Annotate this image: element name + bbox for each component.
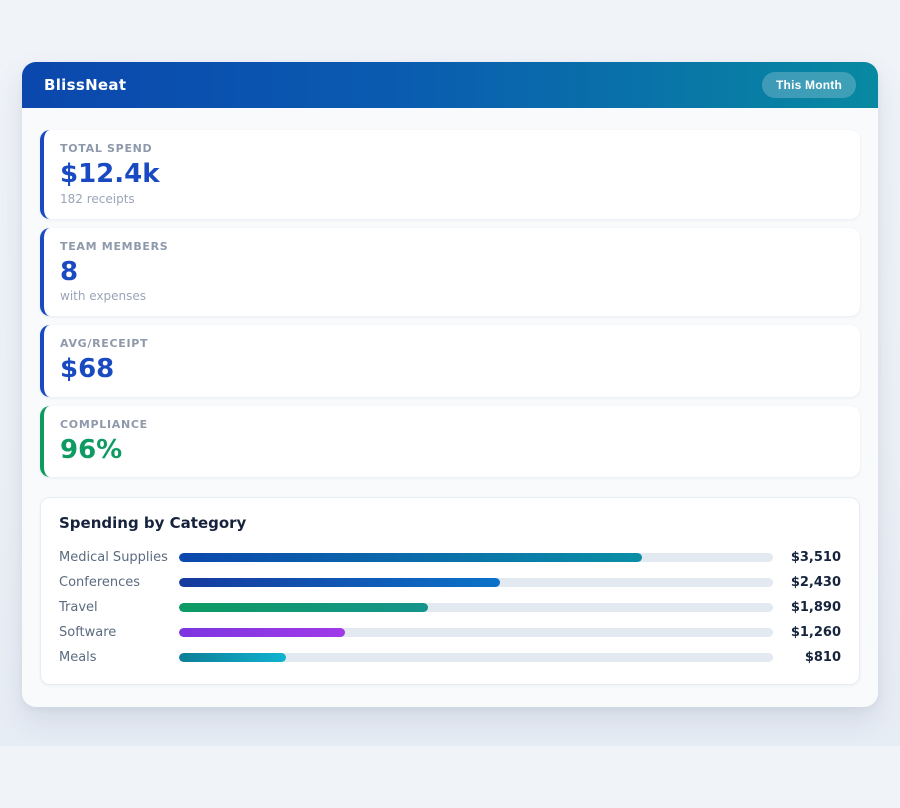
stat-label: AVG/RECEIPT xyxy=(60,337,149,351)
category-label: Medical Supplies xyxy=(59,550,168,566)
category-value: $810 xyxy=(804,650,841,666)
category-label: Conferences xyxy=(59,575,141,591)
dashboard-body: TOTAL SPEND $12.4k 182 receipts TEAM MEM… xyxy=(22,108,878,707)
bar-track xyxy=(179,628,773,638)
app-header: BlissNeat This Month xyxy=(22,62,878,108)
spending-row: Software $1,260 xyxy=(59,620,841,645)
stat-card: TOTAL SPEND $12.4k 182 receipts xyxy=(40,130,860,219)
stat-label: TOTAL SPEND xyxy=(60,142,153,155)
dashboard-panel: BlissNeat This Month TOTAL SPEND $12.4k … xyxy=(22,62,878,708)
category-label: Travel xyxy=(59,600,98,616)
category-value: $1,890 xyxy=(790,600,841,616)
period-badge[interactable]: This Month xyxy=(762,72,856,98)
bar-fill xyxy=(179,603,429,613)
bar-track xyxy=(179,603,773,613)
stat-subtext: with expenses xyxy=(60,289,147,304)
stat-value: 8 xyxy=(60,256,79,287)
stat-value: 96% xyxy=(60,434,123,465)
category-label: Meals xyxy=(59,650,97,666)
stat-label: TEAM MEMBERS xyxy=(60,239,169,253)
bar-fill xyxy=(179,553,643,563)
spending-row: Travel $1,890 xyxy=(59,595,841,620)
spending-row: Meals $810 xyxy=(59,645,841,670)
stat-label: COMPLIANCE xyxy=(60,417,148,431)
bar-track xyxy=(179,653,773,663)
category-value: $1,260 xyxy=(790,625,841,641)
spending-row: Conferences $2,430 xyxy=(59,570,841,595)
stat-value: $12.4k xyxy=(60,159,160,189)
category-label: Software xyxy=(59,625,117,641)
spending-by-category-panel: Spending by Category Medical Supplies $3… xyxy=(40,497,860,686)
bar-fill xyxy=(179,628,346,638)
bar-fill xyxy=(179,653,286,663)
stat-subtext: 182 receipts xyxy=(60,191,135,206)
bar-fill xyxy=(179,578,500,588)
category-value: $2,430 xyxy=(790,575,841,591)
stat-value: $68 xyxy=(60,354,115,385)
bar-track xyxy=(179,553,773,563)
app-title: BlissNeat xyxy=(44,76,127,94)
spending-title: Spending by Category xyxy=(59,514,247,533)
stat-card: COMPLIANCE 96% xyxy=(40,405,860,478)
stat-card: TEAM MEMBERS 8 with expenses xyxy=(40,227,860,317)
bar-track xyxy=(179,578,773,588)
spending-row: Medical Supplies $3,510 xyxy=(59,545,841,570)
category-value: $3,510 xyxy=(790,550,841,566)
stat-card: AVG/RECEIPT $68 xyxy=(40,325,860,397)
